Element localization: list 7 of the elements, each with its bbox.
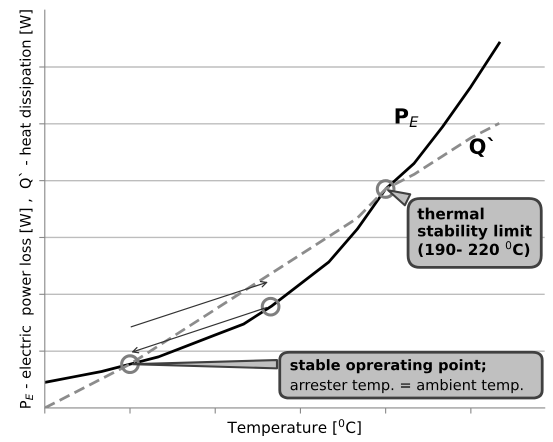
annotation: stable oprerating point; <box>290 359 486 374</box>
y-axis-title: P$_{E}$ - electric power loss [W] , Q` - heat dissipation [W] <box>18 10 34 408</box>
annotation: arrester temp. = ambient temp. <box>290 379 522 394</box>
annotation: thermal stability limit (190- 220 $^{0}$C) <box>417 208 532 257</box>
series-label: Q` <box>470 137 494 157</box>
x-axis-title: Temperature [$^{0}$C] <box>227 419 361 436</box>
series-label: P$_{E}$ <box>396 108 418 127</box>
